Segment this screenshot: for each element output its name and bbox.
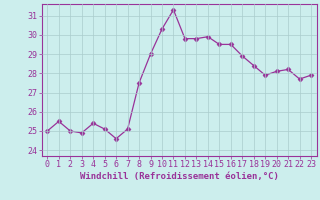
X-axis label: Windchill (Refroidissement éolien,°C): Windchill (Refroidissement éolien,°C) xyxy=(80,172,279,181)
